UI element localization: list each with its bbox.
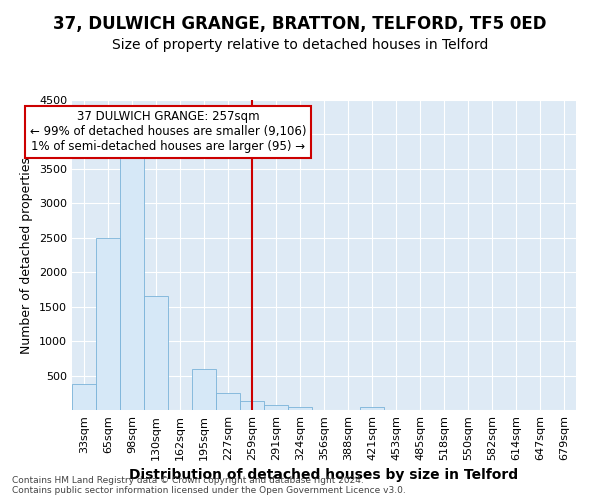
Bar xyxy=(144,296,168,410)
Bar xyxy=(192,368,216,410)
Text: 37 DULWICH GRANGE: 257sqm
← 99% of detached houses are smaller (9,106)
1% of sem: 37 DULWICH GRANGE: 257sqm ← 99% of detac… xyxy=(30,110,306,154)
Bar xyxy=(264,405,288,410)
Bar xyxy=(240,402,264,410)
Bar xyxy=(72,384,96,410)
Bar xyxy=(216,393,240,410)
Text: 37, DULWICH GRANGE, BRATTON, TELFORD, TF5 0ED: 37, DULWICH GRANGE, BRATTON, TELFORD, TF… xyxy=(53,15,547,33)
Y-axis label: Number of detached properties: Number of detached properties xyxy=(20,156,34,354)
Bar xyxy=(360,406,384,410)
Text: Size of property relative to detached houses in Telford: Size of property relative to detached ho… xyxy=(112,38,488,52)
X-axis label: Distribution of detached houses by size in Telford: Distribution of detached houses by size … xyxy=(130,468,518,482)
Bar xyxy=(120,152,144,410)
Bar xyxy=(96,238,120,410)
Text: Contains HM Land Registry data © Crown copyright and database right 2024.
Contai: Contains HM Land Registry data © Crown c… xyxy=(12,476,406,495)
Bar xyxy=(288,406,312,410)
